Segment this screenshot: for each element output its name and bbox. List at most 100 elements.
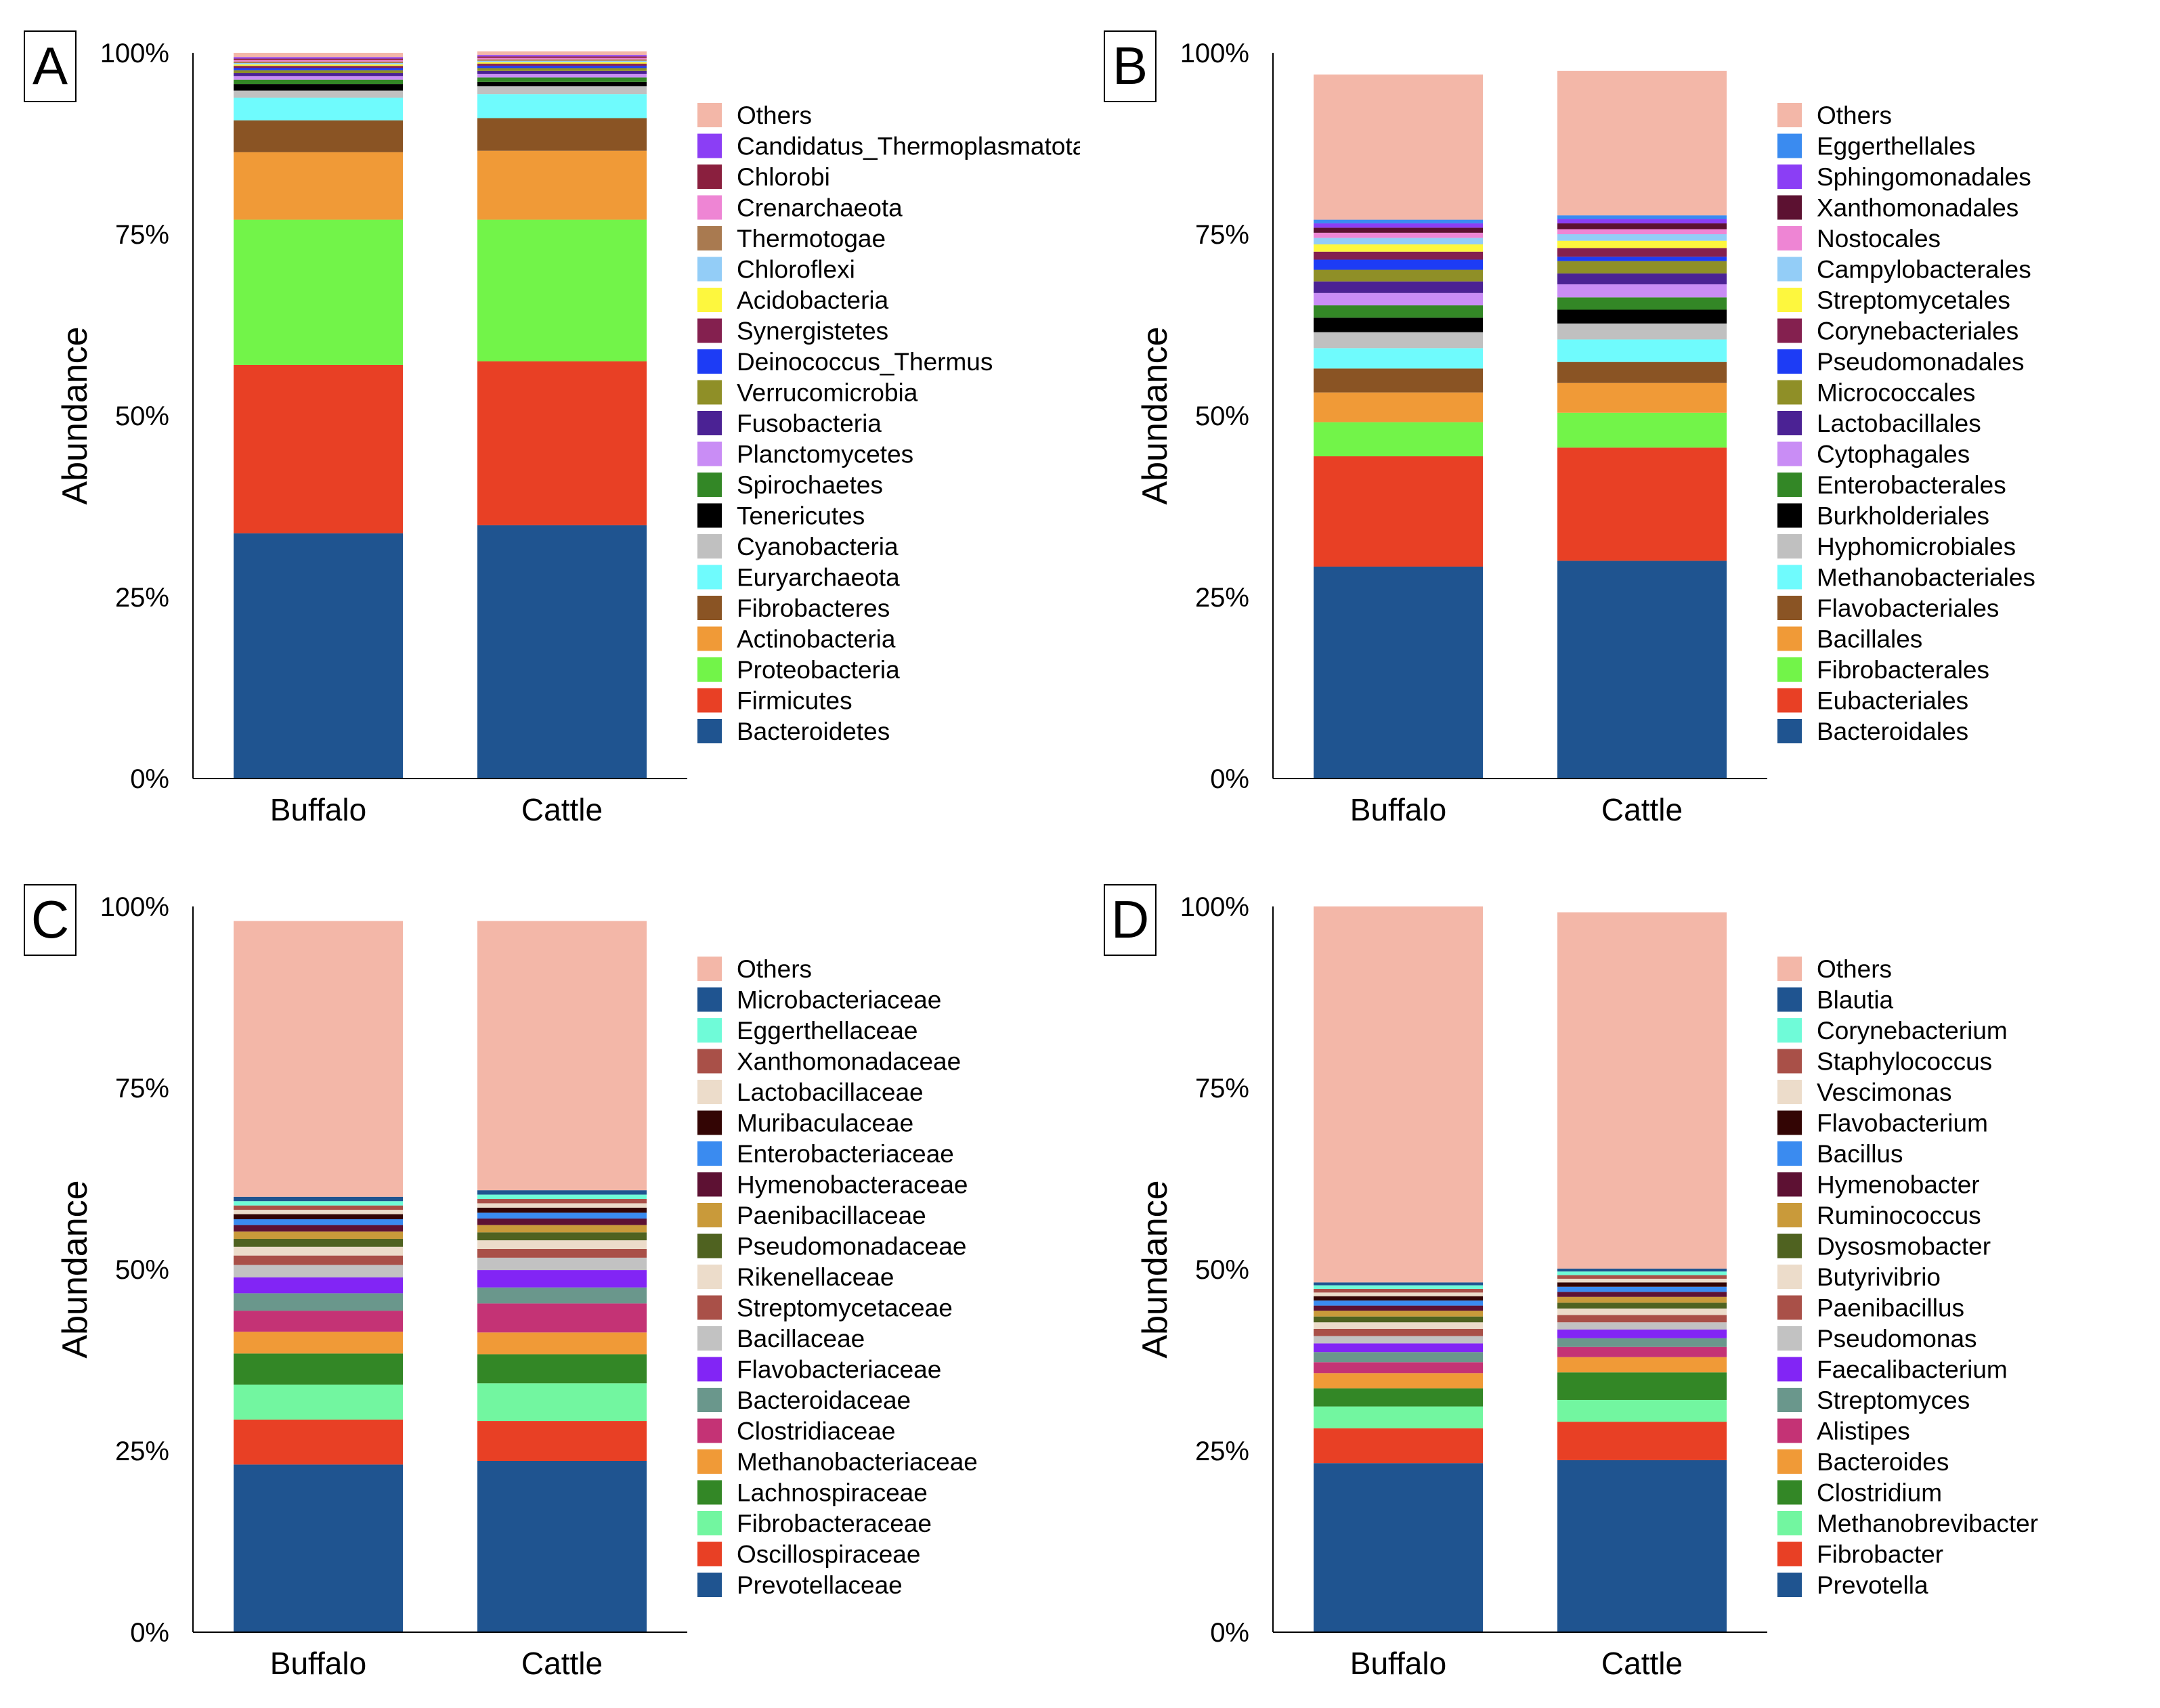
- y-tick-label: 50%: [1195, 1255, 1249, 1285]
- bar-segment-cattle-corynebacteriales: [1557, 248, 1727, 257]
- legend-swatch-paenibacillus: [1777, 1295, 1802, 1320]
- legend-label-vescimonas: Vescimonas: [1817, 1078, 1952, 1106]
- bar-segment-buffalo-eggerthellales: [1314, 219, 1483, 223]
- legend-label-clostridium: Clostridium: [1817, 1479, 1942, 1507]
- legend-swatch-eubacteriales: [1777, 688, 1802, 713]
- legend-swatch-proteobacteria: [697, 657, 722, 682]
- legend-label-spirochaetes: Spirochaetes: [737, 471, 883, 499]
- legend-swatch-staphylococcus: [1777, 1049, 1802, 1074]
- legend-label-chlorobi: Chlorobi: [737, 163, 830, 191]
- legend-label-prevotella: Prevotella: [1817, 1571, 1928, 1599]
- bar-segment-cattle-staphylococcus: [1557, 1275, 1727, 1279]
- legend-swatch-fibrobacteraceae: [697, 1511, 722, 1535]
- bar-segment-cattle-flavobacteriaceae: [477, 1270, 647, 1288]
- legend-label-deinococcus-thermus: Deinococcus_Thermus: [737, 348, 993, 376]
- panel-d: D Buffalo Cattle 0% 25% 50% 75% 100% Abundance Pr…: [1080, 854, 2160, 1707]
- bar-segment-buffalo-others: [1314, 74, 1483, 220]
- bar-segment-buffalo-fibrobacteraceae: [234, 1384, 403, 1420]
- bar-segment-cattle-eggerthellales: [1557, 215, 1727, 219]
- legend-label-streptomyces: Streptomyces: [1817, 1386, 1970, 1414]
- legend-label-lactobacillales: Lactobacillales: [1817, 410, 1981, 437]
- legend-swatch-hymenobacteraceae: [697, 1172, 722, 1197]
- legend-label-microbacteriaceae: Microbacteriaceae: [737, 986, 941, 1014]
- bar-segment-buffalo-pseudomonas: [1314, 1336, 1483, 1344]
- legend-label-rikenellaceae: Rikenellaceae: [737, 1263, 894, 1291]
- bar-segment-buffalo-methanobacteriales: [1314, 348, 1483, 369]
- bar-buffalo: [1314, 906, 1483, 1632]
- bar-segment-cattle-clostridium: [1557, 1372, 1727, 1400]
- legend-label-streptomycetaceae: Streptomycetaceae: [737, 1294, 953, 1322]
- bar-segment-cattle-eggerthellaceae: [477, 1194, 647, 1200]
- legend-label-corynebacteriales: Corynebacteriales: [1817, 317, 2018, 345]
- bar-segment-cattle-paenibacillus: [1557, 1315, 1727, 1323]
- bar-cattle: [1557, 912, 1727, 1632]
- legend-label-planctomycetes: Planctomycetes: [737, 441, 913, 468]
- legend-swatch-lactobacillales: [1777, 411, 1802, 435]
- bar-segment-cattle-streptomycetales: [1557, 240, 1727, 248]
- legend-label-tenericutes: Tenericutes: [737, 502, 865, 530]
- legend-label-actinobacteria: Actinobacteria: [737, 626, 896, 653]
- legend-swatch-thermotogae: [697, 226, 722, 250]
- legend-label-acidobacteria: Acidobacteria: [737, 286, 889, 314]
- legend-label-streptomycetales: Streptomycetales: [1817, 286, 2010, 314]
- bar-segment-cattle-chlorobi: [477, 56, 647, 58]
- legend-label-methanobacteriales: Methanobacteriales: [1817, 564, 2035, 592]
- legend-swatch-bacteroidetes: [697, 719, 722, 743]
- bar-segment-cattle-ruminococcus: [1557, 1296, 1727, 1303]
- bar-segment-cattle-lactobacillales: [1557, 273, 1727, 284]
- bar-segment-cattle-crenarchaeota: [477, 58, 647, 60]
- y-tick-label: 75%: [115, 220, 169, 250]
- legend-swatch-microbacteriaceae: [697, 987, 722, 1012]
- bar-segment-cattle-firmicutes: [477, 361, 647, 525]
- bar-segment-buffalo-pseudomonadales: [1314, 259, 1483, 270]
- legend-swatch-enterobacteriaceae: [697, 1141, 722, 1166]
- bar-segment-buffalo-enterobacterales: [1314, 305, 1483, 318]
- bar-segment-cattle-hyphomicrobiales: [1557, 323, 1727, 340]
- legend-label-bacillus: Bacillus: [1817, 1140, 1903, 1168]
- bar-segment-cattle-flavobacteriales: [1557, 362, 1727, 383]
- legend-swatch-fusobacteria: [697, 411, 722, 435]
- panel-a-letter: A: [33, 36, 68, 95]
- bar-segment-buffalo-butyrivibrio: [1314, 1322, 1483, 1329]
- bar-segment-buffalo-sphingomonadales: [1314, 223, 1483, 228]
- legend-label-burkholderiales: Burkholderiales: [1817, 502, 1989, 530]
- bar-buffalo: [1314, 74, 1483, 779]
- bar-segment-buffalo-oscillospiraceae: [234, 1419, 403, 1465]
- bar-segment-buffalo-burkholderiales: [1314, 317, 1483, 332]
- panel-c: C Buffalo Cattle 0% 25% 50% 75% 100% Abundance Pr…: [0, 854, 1080, 1707]
- bar-segment-cattle-bacillus: [1557, 1286, 1727, 1292]
- bar-segment-cattle-bacteroidales: [1557, 561, 1727, 779]
- bar-segment-cattle-streptomycetaceae: [477, 1248, 647, 1258]
- y-tick-label: 100%: [1180, 892, 1249, 922]
- bar-segment-cattle-lactobacillaceae: [477, 1203, 647, 1208]
- bar-segment-buffalo-thermotogae: [234, 61, 403, 64]
- legend-label-hymenobacteraceae: Hymenobacteraceae: [737, 1171, 968, 1199]
- legend-label-proteobacteria: Proteobacteria: [737, 656, 900, 684]
- panel-b-letter: B: [1113, 36, 1148, 95]
- bar-segment-buffalo-cytophagales: [1314, 292, 1483, 306]
- bar-segment-cattle-sphingomonadales: [1557, 219, 1727, 223]
- bar-segment-buffalo-bacteroidales: [1314, 566, 1483, 779]
- bar-segment-buffalo-xanthomonadales: [1314, 227, 1483, 233]
- bar-segment-cattle-others: [477, 51, 647, 56]
- bar-segment-cattle-enterobacteriaceae: [477, 1212, 647, 1219]
- bar-segment-buffalo-firmicutes: [234, 364, 403, 533]
- panel-a-chart: A Buffalo Cattle 0% 25% 50% 75% 100% Abundance Ba…: [24, 30, 1080, 827]
- bar-segment-cattle-paenibacillaceae: [477, 1225, 647, 1233]
- bar-segment-buffalo-vescimonas: [1314, 1292, 1483, 1296]
- legend-swatch-xanthomonadaceae: [697, 1049, 722, 1074]
- legend-label-flavobacteriales: Flavobacteriales: [1817, 594, 1999, 622]
- legend-label-staphylococcus: Staphylococcus: [1817, 1048, 1992, 1076]
- bar-segment-buffalo-bacillales: [1314, 392, 1483, 422]
- legend-label-faecalibacterium: Faecalibacterium: [1817, 1356, 2008, 1384]
- y-tick-label: 100%: [100, 892, 169, 922]
- bar-segment-buffalo-clostridium: [1314, 1388, 1483, 1407]
- legend-swatch-nostocales: [1777, 226, 1802, 250]
- bar-segment-cattle-euryarchaeota: [477, 94, 647, 118]
- legend-swatch-others: [697, 957, 722, 981]
- bar-segment-buffalo-lactobacillales: [1314, 281, 1483, 293]
- bar-segment-buffalo-enterobacteriaceae: [234, 1219, 403, 1225]
- bar-segment-buffalo-hymenobacter: [1314, 1305, 1483, 1311]
- legend-label-bacteroidaceae: Bacteroidaceae: [737, 1386, 911, 1414]
